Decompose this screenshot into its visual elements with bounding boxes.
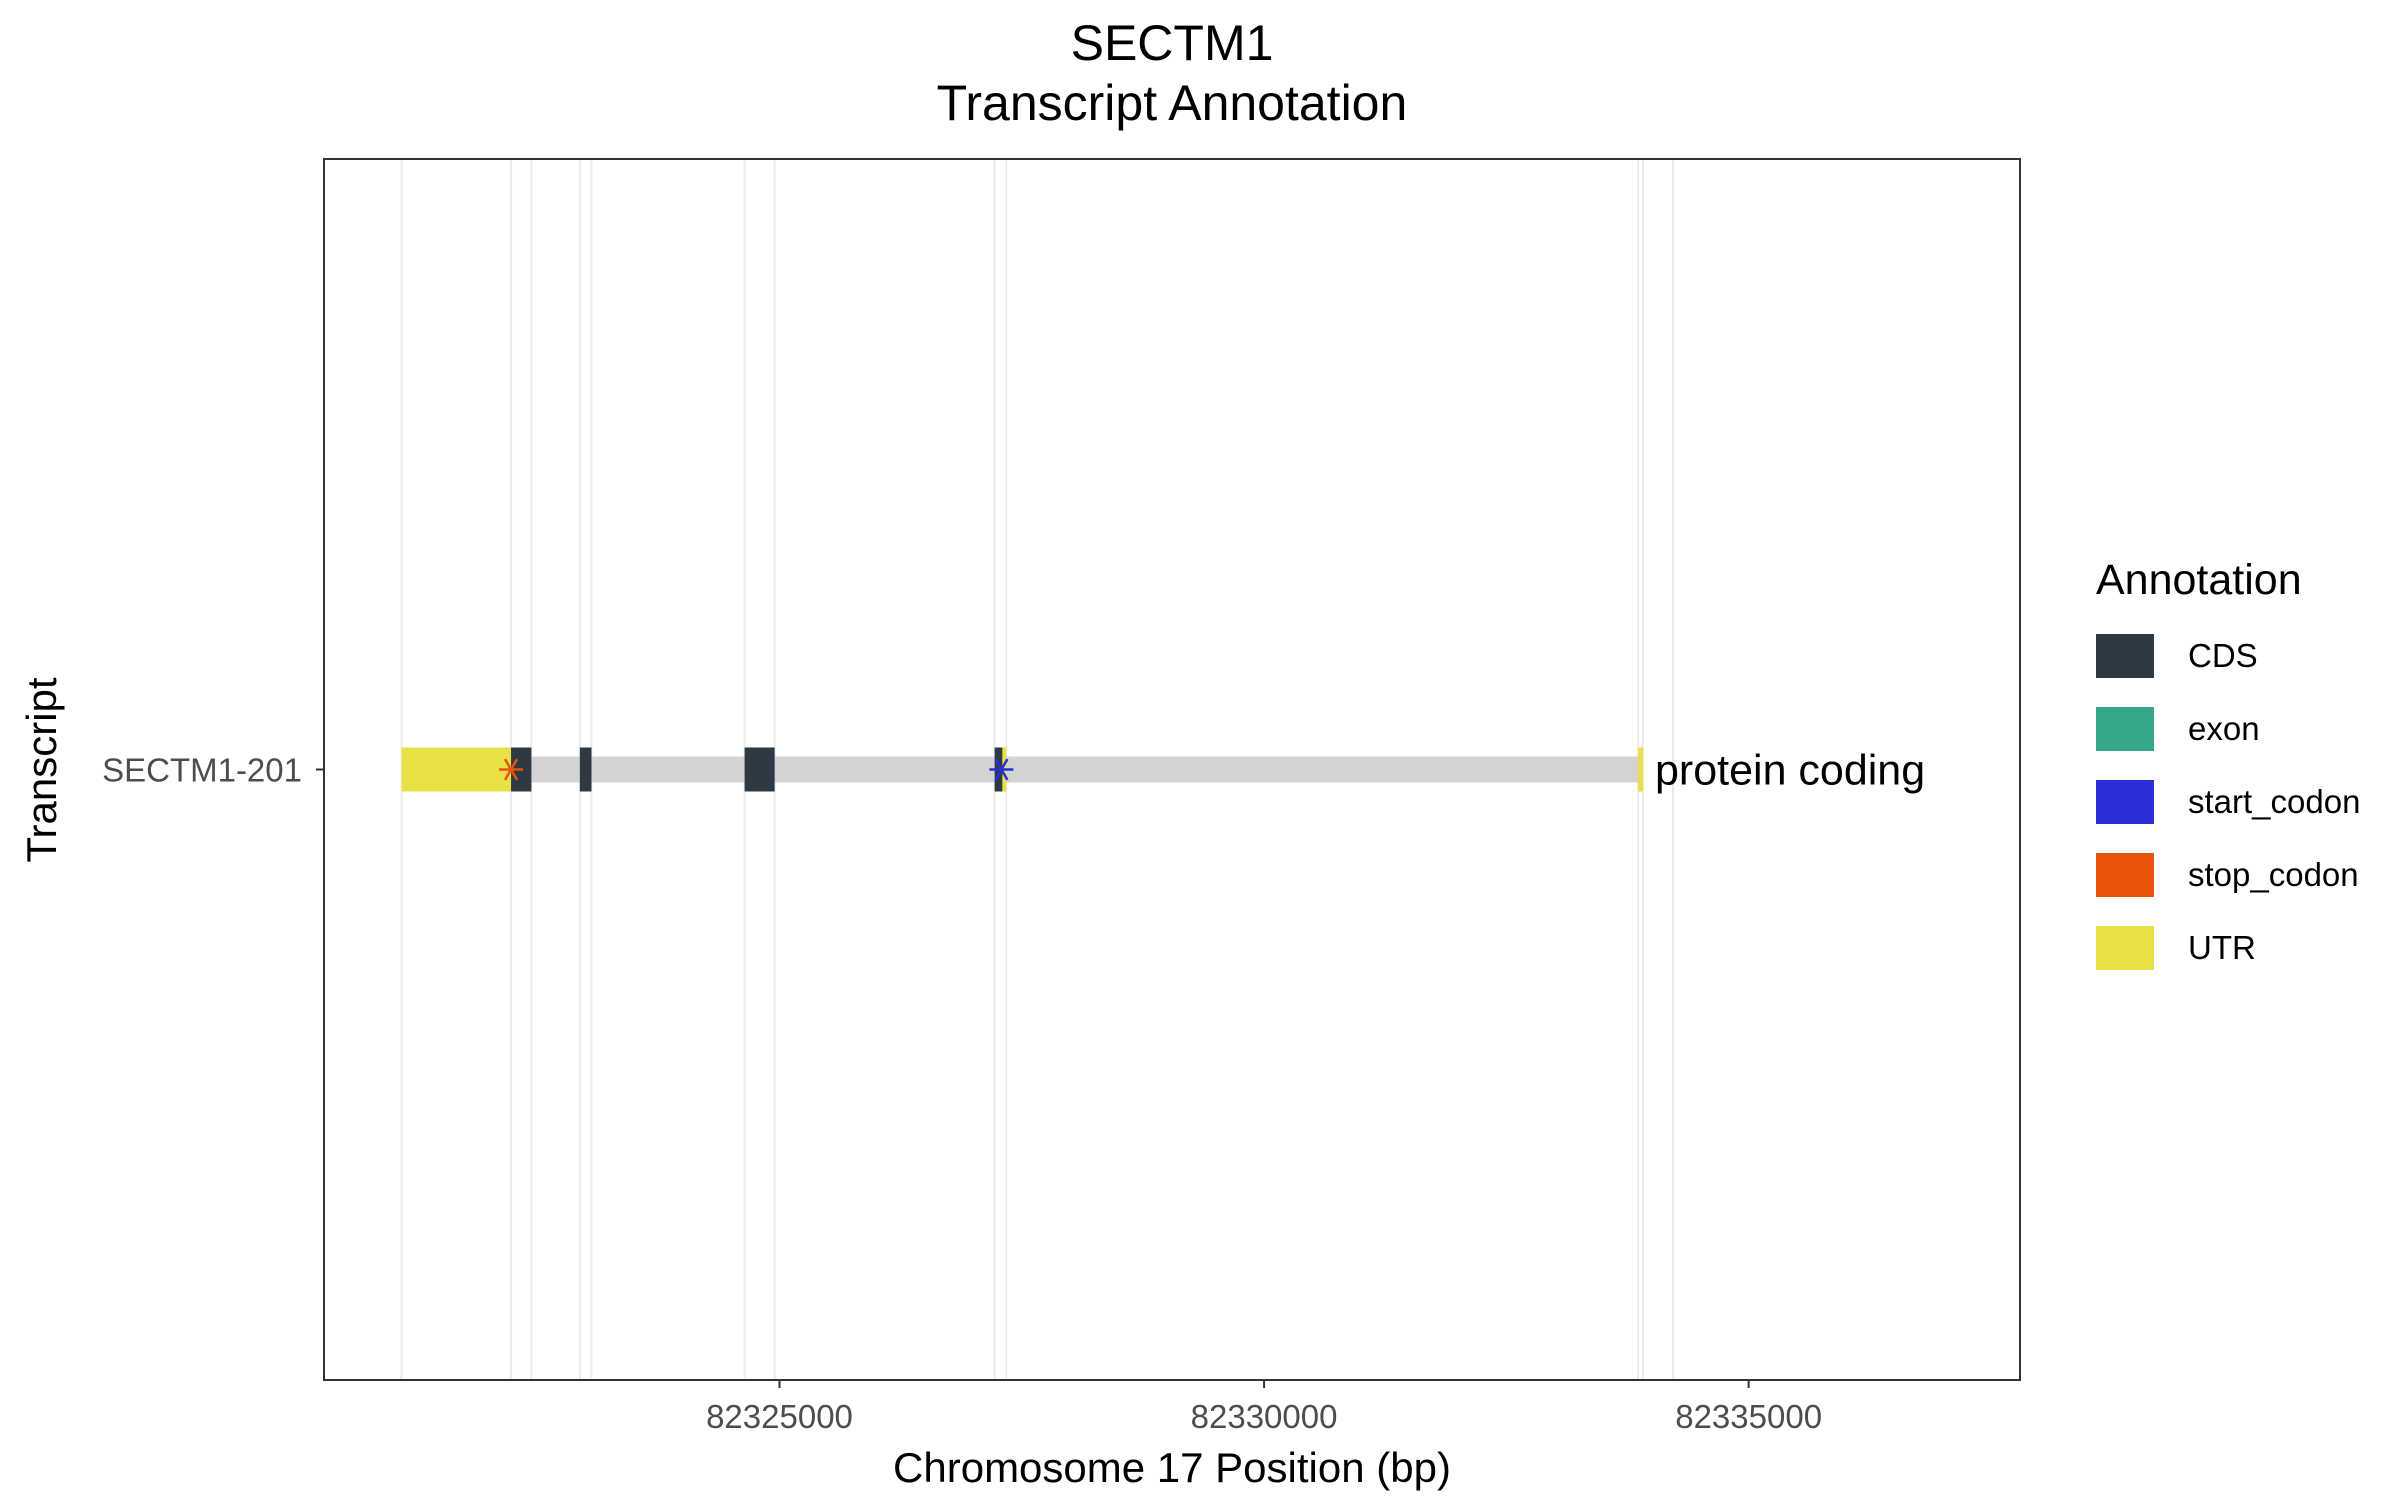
legend: Annotation CDS exon start_codon stop_codon U… <box>2096 556 2360 970</box>
utr-block <box>1638 747 1644 792</box>
legend-items: CDS exon start_codon stop_codon UTR <box>2096 634 2360 970</box>
codon-markers <box>499 758 1014 781</box>
y-axis: SECTM1-201 <box>102 752 324 789</box>
x-tick-label: 82325000 <box>706 1398 853 1435</box>
legend-swatch-UTR <box>2096 926 2154 970</box>
biotype-labels: protein coding <box>1655 747 1925 795</box>
cds-block <box>744 747 775 792</box>
y-axis-label: Transcript <box>18 677 65 862</box>
marker-stroke <box>503 758 519 781</box>
chart-title: SECTM1 <box>1071 15 1274 71</box>
legend-label-CDS: CDS <box>2188 637 2258 674</box>
legend-label-stop-codon: stop_codon <box>2188 856 2359 893</box>
legend-swatch-exon <box>2096 707 2154 751</box>
start-codon-marker <box>989 758 1014 781</box>
legend-label-start-codon: start_codon <box>2188 783 2360 820</box>
stop-codon-marker <box>499 758 524 781</box>
chart-subtitle: Transcript Annotation <box>937 75 1408 131</box>
intron-line <box>401 756 1644 783</box>
biotype-label: protein coding <box>1655 747 1925 795</box>
legend-label-exon: exon <box>2188 710 2260 747</box>
legend-label-UTR: UTR <box>2188 929 2256 966</box>
y-tick-label: SECTM1-201 <box>102 752 302 789</box>
legend-swatch-start-codon <box>2096 780 2154 824</box>
legend-title: Annotation <box>2096 556 2302 604</box>
legend-swatch-CDS <box>2096 634 2154 678</box>
legend-swatch-stop-codon <box>2096 853 2154 897</box>
x-tick-label: 82335000 <box>1675 1398 1822 1435</box>
x-axis-label: Chromosome 17 Position (bp) <box>893 1444 1451 1491</box>
cds-block <box>579 747 592 792</box>
x-axis: 82325000 82330000 82335000 <box>706 1380 1822 1435</box>
plot-panel: protein coding <box>323 158 2021 1381</box>
utr-block <box>401 747 512 792</box>
x-tick-label: 82330000 <box>1191 1398 1338 1435</box>
marker-stroke <box>994 758 1009 781</box>
intron-lines <box>401 756 1644 783</box>
